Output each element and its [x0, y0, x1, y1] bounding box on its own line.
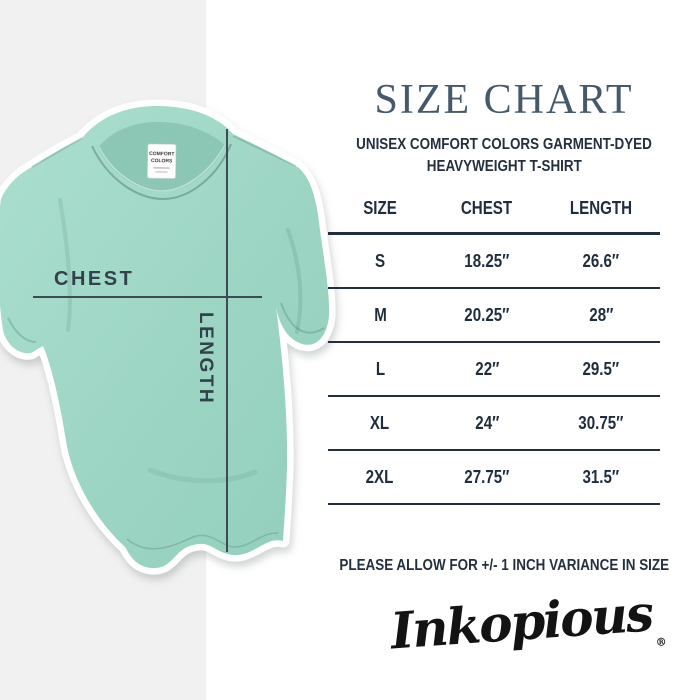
cell-length: 31.5″ [582, 466, 620, 487]
subtitle-line-1: UNISEX COMFORT COLORS GARMENT-DYED [356, 136, 652, 153]
left-cuff-seam [7, 317, 37, 343]
collar-rib-highlight [98, 144, 226, 192]
cell-length: 30.75″ [578, 412, 624, 433]
cell-chest: 27.75″ [464, 466, 510, 487]
cell-chest: 22″ [474, 358, 500, 379]
length-measure-line [226, 129, 228, 552]
column-header-chest: CHEST [461, 198, 513, 218]
table-row: M 20.25″ 28″ [328, 289, 660, 343]
cell-length: 26.6″ [582, 250, 620, 271]
size-table-header: SIZE CHEST LENGTH [328, 185, 660, 235]
table-row: XL 24″ 30.75″ [328, 397, 660, 451]
tag-text-line1: COMFORT [149, 151, 174, 157]
collar-seam [91, 143, 232, 201]
size-chart-title: SIZE CHART [374, 77, 634, 123]
fabric-crease [147, 467, 258, 484]
cell-chest: 20.25″ [464, 304, 510, 325]
cell-size: L [375, 358, 385, 379]
cell-size: 2XL [366, 466, 394, 487]
registered-trademark-icon: ® [655, 635, 668, 650]
left-shoulder-seam [31, 137, 83, 168]
right-shoulder-seam [232, 135, 297, 167]
size-chart-subtitle: UNISEX COMFORT COLORS GARMENT-DYED HEAVY… [316, 134, 692, 178]
chest-measure-label: CHEST [54, 268, 135, 290]
chest-measure-line [33, 296, 262, 298]
cell-size: XL [370, 412, 390, 433]
column-header-length: LENGTH [569, 198, 633, 218]
variance-note: PLEASE ALLOW FOR +/- 1 INCH VARIANCE IN … [339, 557, 670, 574]
neck-tag: COMFORT COLORS [147, 143, 177, 179]
table-row: L 22″ 29.5″ [328, 343, 660, 397]
cell-length: 28″ [588, 304, 614, 325]
column-header-size: SIZE [363, 198, 397, 218]
table-row: S 18.25″ 26.6″ [328, 235, 660, 289]
right-cuff-seam [280, 302, 325, 334]
cell-length: 29.5″ [582, 358, 620, 379]
cell-chest: 24″ [474, 412, 500, 433]
fabric-crease [58, 198, 72, 332]
fabric-crease [286, 228, 303, 334]
size-table: SIZE CHEST LENGTH S 18.25″ 26.6″ M 20.25… [328, 185, 660, 505]
cell-size: M [373, 304, 387, 325]
cell-chest: 18.25″ [464, 250, 510, 271]
subtitle-line-2: HEAVYWEIGHT T-SHIRT [426, 158, 582, 175]
length-measure-label: LENGTH [195, 312, 216, 406]
tag-text-line2: COLORS [151, 158, 173, 164]
table-row: 2XL 27.75″ 31.5″ [328, 451, 660, 505]
hem-stitch [126, 532, 279, 550]
cell-size: S [374, 250, 386, 271]
tshirt-body [0, 99, 336, 575]
